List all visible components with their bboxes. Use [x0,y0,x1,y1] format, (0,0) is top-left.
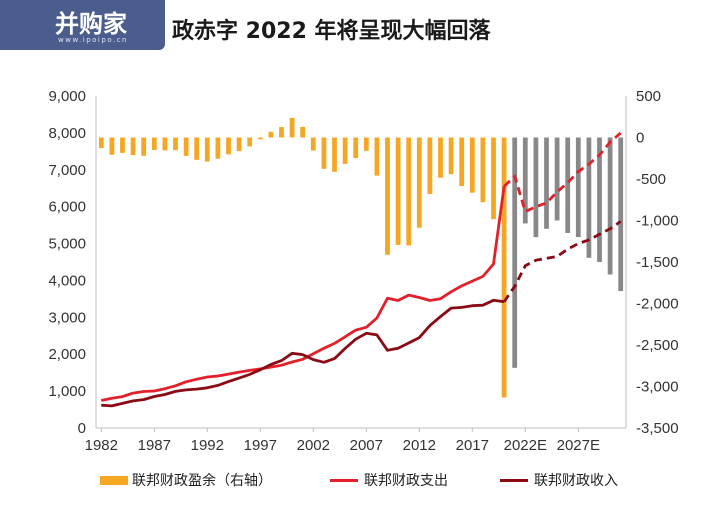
x-tick-label: 1987 [138,437,171,454]
y-left-tick-label: 3,000 [48,309,86,326]
surplus-bar [501,137,507,398]
surplus-bar [448,137,454,175]
surplus-bar [321,137,327,169]
surplus-bar [268,131,274,138]
surplus-bar [522,137,528,224]
y-left-tick-label: 8,000 [48,125,86,142]
y-right-tick-label: 0 [636,130,644,147]
y-right-tick-label: -2,000 [636,296,679,313]
legend-swatch-spending [330,478,358,482]
y-right-tick-label: -1,000 [636,213,679,230]
surplus-bar [226,137,231,155]
y-left-tick-label: 9,000 [48,88,86,105]
surplus-bar [374,137,380,176]
y-left-tick-label: 5,000 [48,236,86,253]
surplus-bar [363,137,369,151]
surplus-bar [257,137,263,140]
surplus-bar [310,137,316,151]
legend-label-spending: 联邦财政支出 [364,473,448,489]
surplus-bar [109,137,115,155]
x-tick-label: 2002 [297,437,330,454]
x-tick-label: 1997 [244,437,277,454]
logo-url: www.ipoipo.cn [58,36,128,44]
surplus-bar [438,137,443,178]
x-tick-label: 2012 [403,437,436,454]
surplus-bar [607,137,613,275]
surplus-bar [395,137,401,245]
surplus-bar [586,137,592,258]
surplus-bar [406,137,412,246]
chart-title: 政赤字 2022 年将呈现大幅回落 [172,19,491,44]
y-left-tick-label: 6,000 [48,199,86,216]
surplus-bar [289,117,295,138]
y-right-tick-label: -500 [636,171,666,188]
x-tick-label: 2027E [557,437,600,454]
y-left-tick-label: 4,000 [48,272,86,289]
surplus-bar [491,137,496,220]
x-tick-label: 2017 [456,437,489,454]
y-left-tick-label: 1,000 [48,383,86,400]
legend-item-spending: 联邦财政支出 [330,470,448,490]
surplus-bar [215,137,221,159]
y-right-tick-label: -3,000 [636,379,679,396]
logo-text: 并购家 [55,10,127,38]
surplus-bar [130,137,136,156]
surplus-bar [151,137,157,150]
y-left-tick-label: 2,000 [48,346,86,363]
legend-label-revenue: 联邦财政收入 [534,473,618,489]
surplus-bar [342,137,348,164]
surplus-bar [162,137,168,151]
legend-swatch-surplus [100,475,128,485]
surplus-bar [565,137,571,233]
surplus-bar [279,127,284,138]
y-right-tick-label: -3,500 [636,420,679,437]
surplus-bar [300,126,306,138]
surplus-bar [204,137,210,162]
legend-swatch-revenue [500,478,528,482]
surplus-bar [141,137,147,156]
spending-line [101,186,506,402]
revenue-line-projected [502,220,622,303]
surplus-bar [427,137,433,194]
y-right-tick-label: 500 [636,88,661,105]
surplus-bar [469,137,475,193]
surplus-bar [183,137,189,156]
surplus-bar [247,137,253,147]
surplus-bar [332,137,337,172]
surplus-bar [194,137,200,160]
surplus-bar [98,137,104,149]
x-tick-label: 1992 [191,437,224,454]
legend-item-revenue: 联邦财政收入 [500,470,618,490]
surplus-bar [416,137,422,228]
surplus-bar [385,137,390,255]
legend-label-surplus: 联邦财政盈余（右轴） [132,473,272,489]
logo: 并购家 www.ipoipo.cn [0,0,165,50]
surplus-bar [533,137,539,238]
surplus-bar [173,137,178,151]
y-left-tick-label: 7,000 [48,162,86,179]
surplus-bar [597,137,602,262]
surplus-bar [575,137,581,238]
surplus-bar [353,137,359,159]
spending-line-projected [503,131,622,214]
surplus-bar [554,137,560,221]
y-left-tick-label: 0 [78,420,86,437]
surplus-bar [459,137,465,187]
legend: 联邦财政盈余（右轴） 联邦财政支出 联邦财政收入 [100,470,700,492]
x-tick-label: 1982 [85,437,118,454]
chart: 0 1,000 2,000 3,000 4,000 5,000 6,000 7,000 8,00… [48,88,679,454]
surplus-bar [480,137,486,203]
y-right-tick-label: -2,500 [636,337,679,354]
revenue-line [101,298,505,408]
surplus-bar [618,137,624,292]
legend-item-surplus: 联邦财政盈余（右轴） [100,470,272,490]
surplus-bar [120,137,125,153]
x-tick-label: 2022E [504,437,547,454]
surplus-bar [236,137,242,152]
surplus-bar [512,137,518,368]
x-tick-label: 2007 [350,437,383,454]
surplus-bar [544,137,549,229]
y-right-tick-label: -1,500 [636,254,679,271]
